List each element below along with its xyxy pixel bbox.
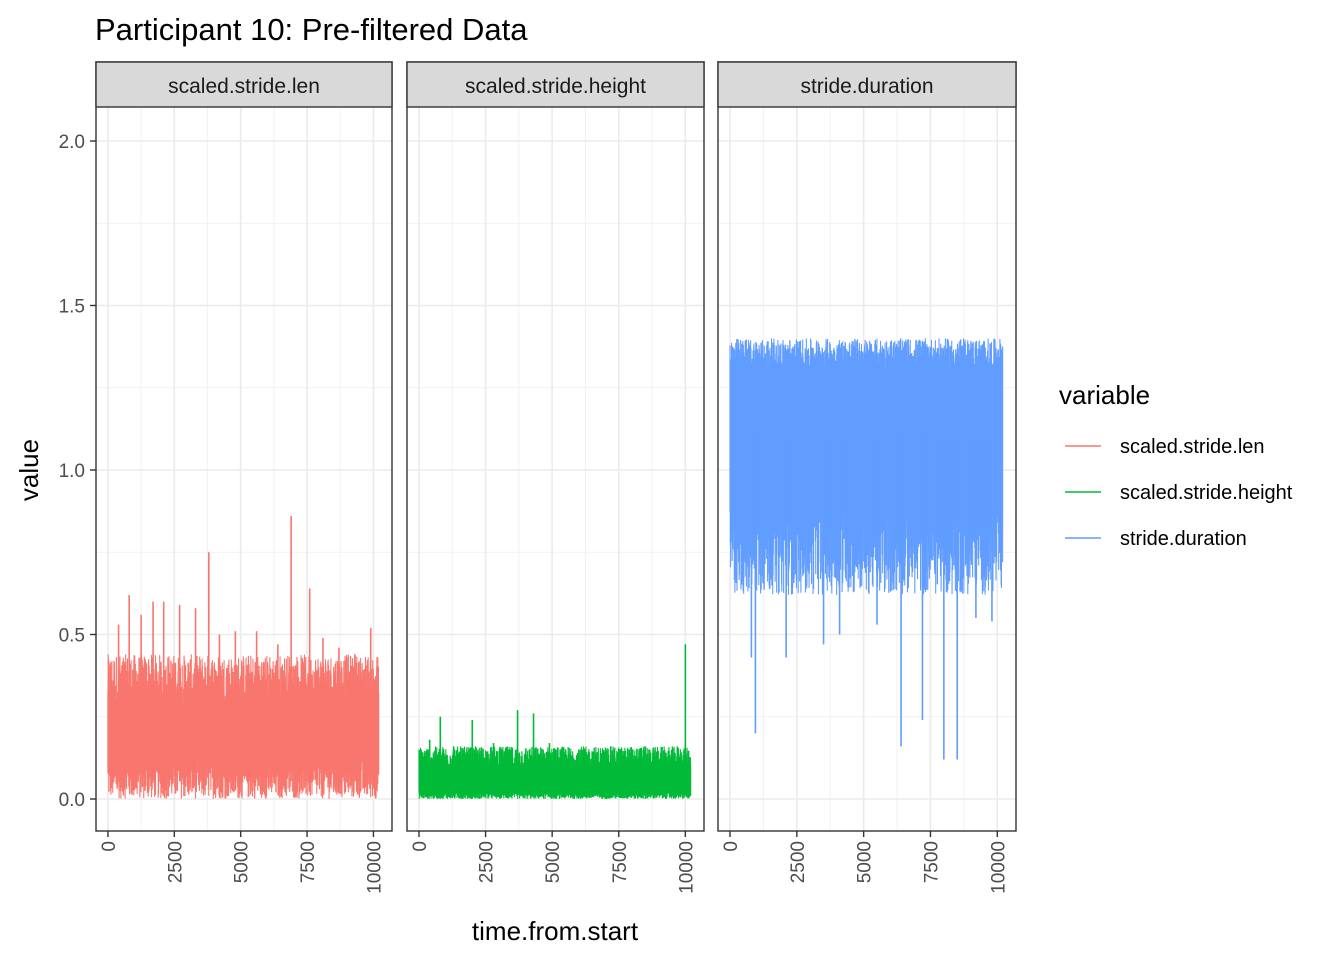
facet-strip-label: scaled.stride.height: [465, 75, 646, 98]
y-axis: 0.0 0.5 1.0 1.5 2.0: [59, 132, 96, 811]
x-tick-label: 10000: [988, 841, 1009, 894]
y-tick-label: 0.5: [59, 626, 85, 647]
x-tick-label: 7500: [610, 841, 631, 883]
legend-label: stride.duration: [1120, 528, 1247, 550]
x-tick-label: 0: [99, 841, 120, 852]
y-tick-label: 1.5: [59, 297, 85, 318]
x-tick-label: 2500: [165, 841, 186, 883]
legend-item: stride.duration: [1065, 528, 1247, 550]
facet-panel: scaled.stride.len 0 2500 5000 7500 10000: [95, 61, 393, 894]
x-tick-label: 10000: [676, 841, 697, 894]
x-tick-label: 2500: [788, 841, 809, 883]
x-tick-label: 5000: [543, 841, 564, 883]
facet-strip: [406, 61, 705, 108]
x-tick-label: 2500: [477, 841, 498, 883]
x-tick-label: 10000: [364, 841, 385, 894]
y-tick-label: 1.0: [59, 461, 85, 482]
facet-strip: [95, 61, 393, 108]
y-axis-title: value: [14, 439, 44, 501]
facet-panel: stride.duration 0 2500 5000 7500 10000: [717, 61, 1017, 894]
x-tick-label: 7500: [921, 841, 942, 883]
legend-label: scaled.stride.len: [1120, 436, 1265, 458]
facet-strip-label: stride.duration: [800, 75, 933, 98]
legend: variable scaled.stride.lenscaled.stride.…: [1059, 380, 1293, 550]
x-tick-label: 0: [721, 841, 742, 852]
legend-items: scaled.stride.len scaled.stride.height str…: [1065, 436, 1293, 550]
series-line-stride.duration: [729, 338, 1004, 595]
facet-strip-label: scaled.stride.len: [168, 75, 320, 98]
legend-item: scaled.stride.len: [1065, 436, 1265, 458]
y-tick-label: 0.0: [59, 790, 85, 811]
x-tick-label: 7500: [298, 841, 319, 883]
facet-strip: [717, 61, 1017, 108]
facet-panel: scaled.stride.height 0 2500 5000 7500 10000: [406, 61, 705, 894]
x-tick-label: 5000: [855, 841, 876, 883]
legend-item: scaled.stride.height: [1065, 482, 1293, 504]
chart-title: Participant 10: Pre-filtered Data: [95, 12, 528, 47]
x-tick-label: 5000: [232, 841, 253, 883]
x-axis-title: time.from.start: [472, 916, 639, 946]
series-line-scaled.stride.height: [418, 746, 692, 800]
y-tick-label: 2.0: [59, 132, 85, 153]
legend-label: scaled.stride.height: [1120, 482, 1293, 504]
x-tick-label: 0: [410, 841, 431, 852]
panel-background: [407, 107, 704, 831]
legend-title: variable: [1059, 380, 1150, 410]
